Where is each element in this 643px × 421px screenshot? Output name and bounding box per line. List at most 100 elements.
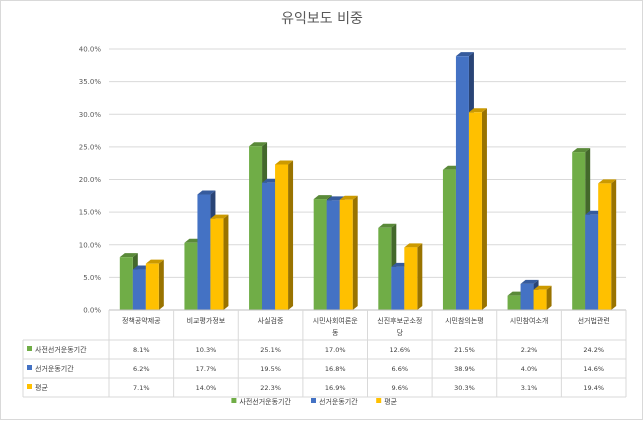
bar-top	[520, 279, 539, 284]
bar-top	[455, 52, 474, 57]
bar	[598, 179, 617, 310]
bar-top	[197, 190, 216, 195]
bar-top	[119, 253, 138, 258]
legend: 사전선거운동기간 선거운동기간 평균	[231, 397, 398, 406]
category-label: 비교평가정보	[187, 316, 226, 325]
y-tick-label: 30.0%	[79, 111, 102, 119]
bar	[533, 285, 552, 310]
series-1	[132, 52, 604, 311]
data-table: 정책공약제공 비교평가정보 사실검증 시민사회여론운 동 신진후보군소정 당 시민참의논평 시민…	[22, 309, 627, 398]
category-label-line: 사실검증	[258, 316, 284, 325]
y-tick-label: 0.0%	[83, 307, 101, 315]
bar-front	[598, 183, 612, 310]
category-label-line: 당	[397, 328, 404, 337]
legend-label: 선거운동기간	[319, 397, 358, 406]
bar-front	[339, 199, 353, 310]
legend-label: 평균	[384, 397, 397, 406]
bar-top	[145, 259, 164, 264]
bar-top	[598, 179, 617, 184]
bar-top	[572, 148, 591, 153]
bar-front	[533, 289, 547, 310]
legend-item: 사전선거운동기간	[231, 397, 291, 406]
legend-label: 사전선거운동기간	[239, 397, 291, 406]
category-label: 사실검증	[258, 316, 284, 325]
bar-side	[158, 259, 164, 310]
bar-front	[119, 257, 133, 310]
data-label: 14.6%	[583, 365, 604, 373]
data-label: 16.9%	[325, 384, 346, 392]
category-label-line: 시민참여소개	[510, 316, 549, 325]
data-label: 25.1%	[260, 346, 281, 354]
bar-front	[391, 266, 405, 310]
data-label: 6.2%	[133, 365, 150, 373]
data-label: 24.2%	[583, 346, 604, 354]
y-tick-label: 35.0%	[79, 78, 102, 86]
category-label-line: 시민참의논평	[445, 316, 484, 325]
bar-side	[223, 214, 229, 310]
data-label: 3.1%	[521, 384, 538, 392]
data-label: 4.0%	[521, 365, 538, 373]
data-label: 7.1%	[133, 384, 150, 392]
bar-top	[339, 195, 358, 200]
legend-swatch	[231, 398, 237, 403]
row-series-label: 사전선거운동기간	[35, 345, 87, 354]
bar-top	[210, 214, 229, 219]
bar-front	[249, 146, 263, 310]
bar-top	[275, 160, 294, 165]
bar-top	[468, 108, 487, 113]
category-label-line: 선거법관련	[578, 316, 610, 325]
bar-side	[611, 179, 617, 310]
data-label: 19.4%	[583, 384, 604, 392]
category-label-line: 시민사회여론운	[313, 316, 359, 325]
category-label: 시민참의논평	[445, 316, 484, 325]
category-label-line: 동	[332, 329, 339, 337]
row-legend-key	[27, 384, 32, 389]
series-2	[145, 108, 617, 310]
category-label: 정책공약제공	[122, 316, 161, 325]
data-label: 22.3%	[260, 384, 281, 392]
bar-front	[442, 169, 456, 310]
bar	[145, 259, 164, 310]
data-label: 21.5%	[454, 346, 475, 354]
bar	[404, 243, 423, 310]
bar	[339, 195, 358, 310]
bar-front	[404, 247, 418, 310]
data-label: 2.2%	[521, 346, 538, 354]
y-tick-label: 10.0%	[79, 241, 102, 249]
data-label: 8.1%	[133, 346, 150, 354]
bar-front	[145, 263, 159, 310]
bar-top	[378, 223, 397, 228]
data-label: 19.5%	[260, 365, 281, 373]
bar-front	[210, 218, 224, 310]
bar-front	[507, 295, 521, 310]
data-label: 9.6%	[392, 384, 409, 392]
row-legend-key	[27, 365, 32, 370]
category-label: 선거법관련	[578, 316, 610, 325]
bar-front	[326, 200, 340, 310]
data-label: 16.8%	[325, 365, 346, 373]
category-label: 시민참여소개	[510, 316, 549, 325]
bar-top	[313, 195, 332, 200]
row-legend-key	[27, 346, 32, 351]
category-label-line: 정책공약제공	[122, 316, 161, 325]
bar-front	[262, 182, 276, 310]
y-tick-label: 20.0%	[79, 176, 102, 184]
bar-front	[572, 152, 586, 310]
bar-front	[132, 269, 146, 310]
data-label: 14.0%	[196, 384, 217, 392]
y-tick-label: 40.0%	[79, 46, 102, 54]
row-series-label: 평균	[35, 383, 48, 392]
y-tick-label: 25.0%	[79, 143, 102, 151]
bar-front	[585, 214, 599, 310]
bar-front	[455, 56, 469, 310]
legend-item: 선거운동기간	[311, 397, 358, 406]
bar	[275, 160, 294, 310]
data-label: 38.9%	[454, 365, 475, 373]
data-label: 6.6%	[392, 365, 409, 373]
legend-item: 평균	[376, 397, 398, 406]
bar-front	[197, 194, 211, 310]
bar-side	[417, 243, 423, 310]
y-axis: 0.0% 5.0% 10.0% 15.0% 20.0% 25.0% 30.0% 35.0% 40…	[79, 46, 102, 315]
